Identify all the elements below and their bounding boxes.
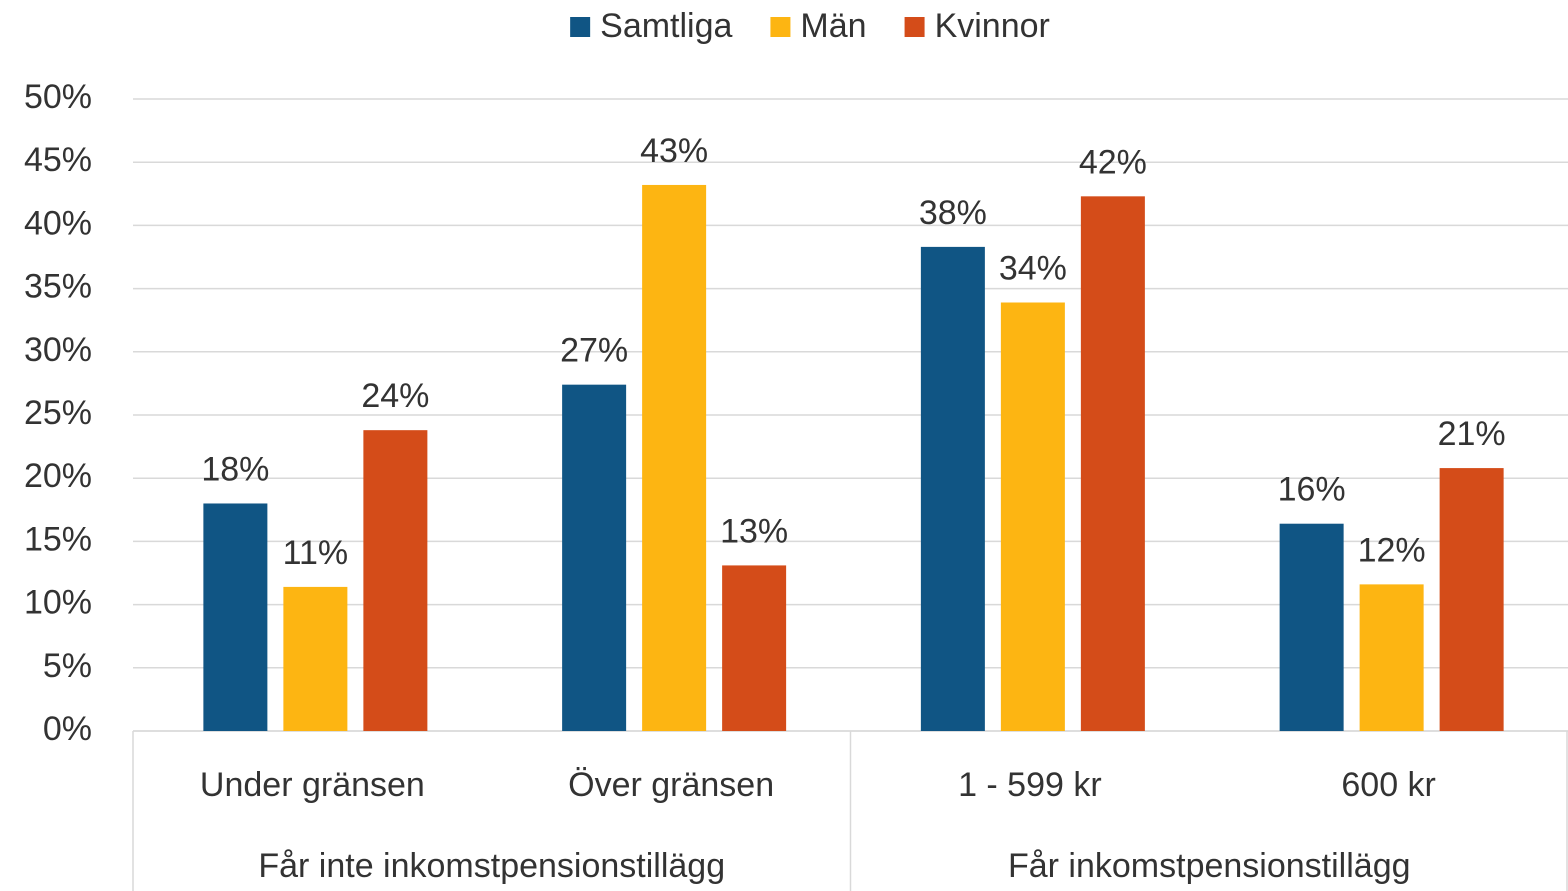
bar [920,246,985,731]
data-label: 16% [1278,471,1346,509]
bar [1359,584,1424,731]
bar [283,586,348,731]
bar [1279,523,1344,731]
bar [203,503,268,731]
bar [1439,468,1504,731]
x-tick-label: 1 - 599 kr [958,766,1102,804]
y-tick-label: 5% [43,647,92,685]
y-tick-label: 30% [24,331,92,369]
data-label: 18% [201,450,269,488]
legend-label: Kvinnor [935,7,1050,45]
data-label: 43% [640,132,708,170]
data-label: 11% [283,534,349,572]
data-label: 38% [919,194,987,232]
x-tick-label: Över gränsen [568,766,774,804]
data-label: 27% [560,332,628,370]
bar [363,430,428,731]
y-tick-label: 10% [24,584,92,622]
data-label: 21% [1438,415,1506,453]
legend-swatch [770,17,791,37]
legend-swatch [570,17,591,37]
y-tick-label: 35% [24,268,92,306]
data-label: 12% [1358,531,1426,569]
y-tick-label: 15% [24,520,92,558]
y-tick-label: 40% [24,204,92,242]
legend-swatch [904,17,925,37]
bar [642,184,707,731]
y-tick-label: 45% [24,141,92,179]
data-label: 42% [1079,143,1147,181]
legend-label: Män [800,7,866,45]
y-tick-label: 25% [24,394,92,432]
bar [1000,302,1065,731]
legend-label: Samtliga [600,7,732,45]
bar [562,384,627,731]
data-label: 13% [720,512,788,550]
y-tick-label: 0% [43,710,92,748]
y-tick-label: 50% [24,78,92,116]
y-tick-label: 20% [24,457,92,495]
data-label: 34% [999,249,1067,287]
group-label: Får inkomstpensionstillägg [1008,847,1411,885]
group-label: Får inte inkomstpensionstillägg [258,847,725,885]
data-label: 24% [361,377,429,415]
x-tick-label: Under gränsen [200,766,425,804]
bar [1080,196,1145,731]
x-tick-label: 600 kr [1341,766,1436,804]
bar [722,565,787,731]
